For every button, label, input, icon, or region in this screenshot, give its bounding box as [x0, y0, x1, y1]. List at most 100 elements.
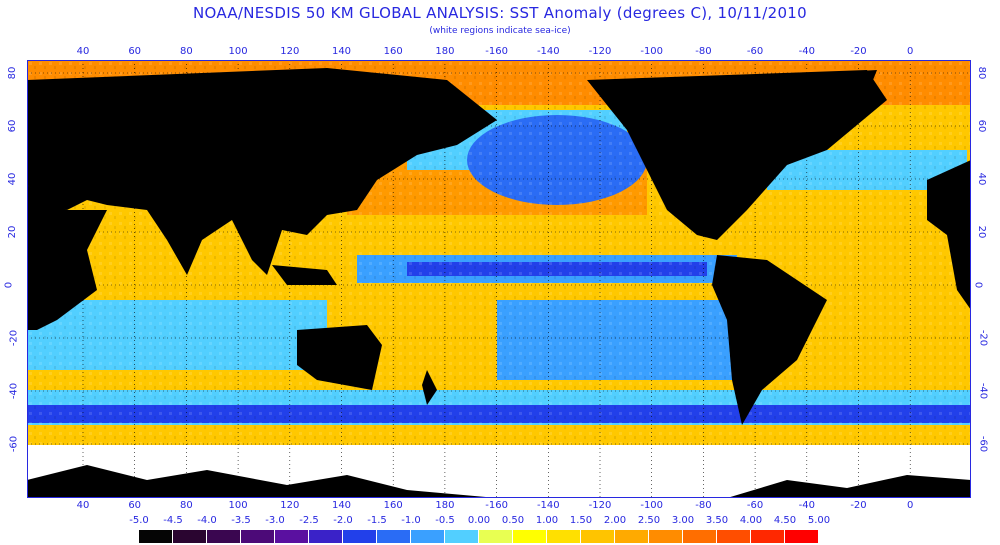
longitude-label: 120 — [280, 46, 300, 57]
color-swatch — [581, 530, 615, 543]
latitude-label: -40 — [977, 382, 989, 400]
color-scale-label: -0.5 — [435, 515, 455, 526]
longitude-label: -120 — [588, 46, 612, 57]
color-scale-label: 0.00 — [467, 515, 491, 526]
land — [27, 68, 971, 425]
color-scale-label: -3.5 — [231, 515, 251, 526]
color-scale-label: 0.50 — [501, 515, 525, 526]
color-scale-label: 2.00 — [603, 515, 627, 526]
color-scale-label: 1.00 — [535, 515, 559, 526]
latitude-label: 0 — [972, 281, 984, 289]
latitude-label: 20 — [975, 225, 987, 239]
color-swatch — [275, 530, 309, 543]
longitude-label: 120 — [280, 500, 300, 511]
color-swatch — [309, 530, 343, 543]
longitude-label: 40 — [76, 46, 90, 57]
longitude-label: -80 — [695, 46, 712, 57]
latitude-label: 0 — [3, 281, 15, 289]
new-zealand — [422, 370, 437, 405]
longitude-label: -80 — [695, 500, 712, 511]
map-subtitle: (white regions indicate sea-ice) — [429, 26, 571, 36]
color-swatch — [479, 530, 513, 543]
color-swatch — [513, 530, 547, 543]
longitude-label: 80 — [180, 500, 193, 511]
longitude-label: 0 — [907, 46, 914, 57]
latitude-label: 80 — [975, 66, 987, 80]
color-scale — [139, 530, 819, 543]
color-swatch — [173, 530, 207, 543]
australia — [297, 325, 382, 390]
color-swatch — [615, 530, 649, 543]
longitude-label: 140 — [331, 46, 352, 57]
color-scale-label: -5.0 — [129, 515, 149, 526]
africa-east — [927, 160, 971, 310]
indonesia — [272, 265, 337, 285]
latitude-label: 20 — [6, 225, 18, 239]
color-scale-label: 5.00 — [807, 515, 831, 526]
color-scale-label: -1.0 — [401, 515, 421, 526]
latitude-label: -60 — [8, 435, 20, 453]
latitude-label: -20 — [977, 329, 989, 347]
color-swatch — [785, 530, 819, 543]
color-swatch — [343, 530, 377, 543]
latitude-label: 60 — [6, 119, 18, 133]
longitude-label: 100 — [228, 46, 248, 57]
longitude-label: 160 — [383, 500, 403, 511]
longitude-label: -20 — [850, 46, 867, 57]
color-swatch — [411, 530, 445, 543]
south-america — [712, 255, 827, 425]
longitude-label: 40 — [76, 500, 90, 511]
latitude-label: 60 — [975, 119, 987, 133]
longitude-label: -160 — [485, 500, 508, 511]
color-scale-label: -3.0 — [265, 515, 285, 526]
eurasia — [27, 68, 497, 275]
color-scale-label: 3.00 — [671, 515, 695, 526]
longitude-label: 180 — [435, 500, 455, 511]
longitude-label: 140 — [331, 500, 352, 511]
longitude-label: -100 — [640, 46, 664, 57]
longitude-label: -120 — [588, 500, 612, 511]
sst-anomaly-map — [27, 60, 971, 498]
color-swatch — [683, 530, 717, 543]
longitude-label: -140 — [536, 46, 560, 57]
latitude-label: -40 — [8, 382, 20, 400]
color-scale-label: 3.50 — [705, 515, 729, 526]
color-scale-label: 4.50 — [773, 515, 797, 526]
africa — [27, 185, 107, 330]
color-scale-label: -2.0 — [333, 515, 353, 526]
latitude-label: 40 — [6, 172, 18, 186]
color-swatch — [547, 530, 581, 543]
color-scale-label: 1.50 — [569, 515, 593, 526]
longitude-label: -160 — [485, 46, 508, 57]
color-swatch — [445, 530, 479, 543]
color-scale-label: -1.5 — [367, 515, 387, 526]
longitude-label: -40 — [798, 46, 815, 57]
color-swatch — [139, 530, 173, 543]
longitude-label: 180 — [435, 46, 455, 57]
longitude-label: -60 — [746, 46, 764, 57]
color-swatch — [751, 530, 785, 543]
color-swatch — [649, 530, 683, 543]
map-title: NOAA/NESDIS 50 KM GLOBAL ANALYSIS: SST A… — [193, 4, 807, 22]
color-swatch — [241, 530, 275, 543]
graticule — [27, 60, 971, 498]
color-swatch — [207, 530, 241, 543]
longitude-label: -100 — [640, 500, 664, 511]
color-scale-label: -4.5 — [163, 515, 183, 526]
color-swatch — [377, 530, 411, 543]
longitude-label: 160 — [383, 46, 403, 57]
longitude-label: 60 — [128, 500, 142, 511]
latitude-label: 40 — [975, 172, 987, 186]
color-scale-label: -2.5 — [299, 515, 319, 526]
map-border — [27, 60, 971, 498]
color-scale-label: 2.50 — [637, 515, 661, 526]
color-swatch — [717, 530, 751, 543]
antarctic-land — [27, 465, 497, 498]
longitude-label: -40 — [798, 500, 815, 511]
longitude-label: 100 — [228, 500, 248, 511]
longitude-label: -60 — [746, 500, 764, 511]
latitude-label: -60 — [977, 435, 989, 453]
greenland — [787, 70, 877, 120]
north-america — [587, 70, 887, 240]
longitude-label: -140 — [536, 500, 560, 511]
